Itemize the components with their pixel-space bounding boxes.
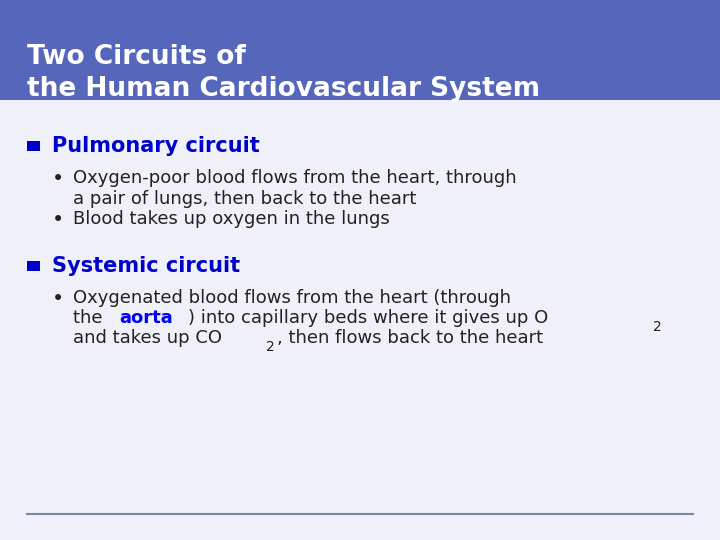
Text: , then flows back to the heart: , then flows back to the heart [277,329,543,347]
Bar [0,0,720,100]
Bar [27,261,40,271]
Text: Oxygenated blood flows from the heart (through: Oxygenated blood flows from the heart (t… [73,288,511,307]
Text: •: • [52,169,64,190]
Text: Blood takes up oxygen in the lungs: Blood takes up oxygen in the lungs [73,210,390,228]
Text: •: • [52,210,64,230]
Text: 2: 2 [653,320,662,334]
Text: a pair of lungs, then back to the heart: a pair of lungs, then back to the heart [73,190,417,208]
Text: Two Circuits of: Two Circuits of [27,44,246,70]
Text: the: the [73,308,109,327]
Bar [27,141,40,151]
Text: aorta: aorta [119,308,173,327]
Text: the Human Cardiovascular System: the Human Cardiovascular System [27,76,541,102]
Text: 2: 2 [266,340,274,354]
Text: ) into capillary beds where it gives up O: ) into capillary beds where it gives up … [188,308,549,327]
Text: and takes up CO: and takes up CO [73,329,222,347]
Text: Systemic circuit: Systemic circuit [52,255,240,276]
Text: Oxygen-poor blood flows from the heart, through: Oxygen-poor blood flows from the heart, … [73,169,517,187]
Text: •: • [52,288,64,309]
Text: Pulmonary circuit: Pulmonary circuit [52,136,260,156]
